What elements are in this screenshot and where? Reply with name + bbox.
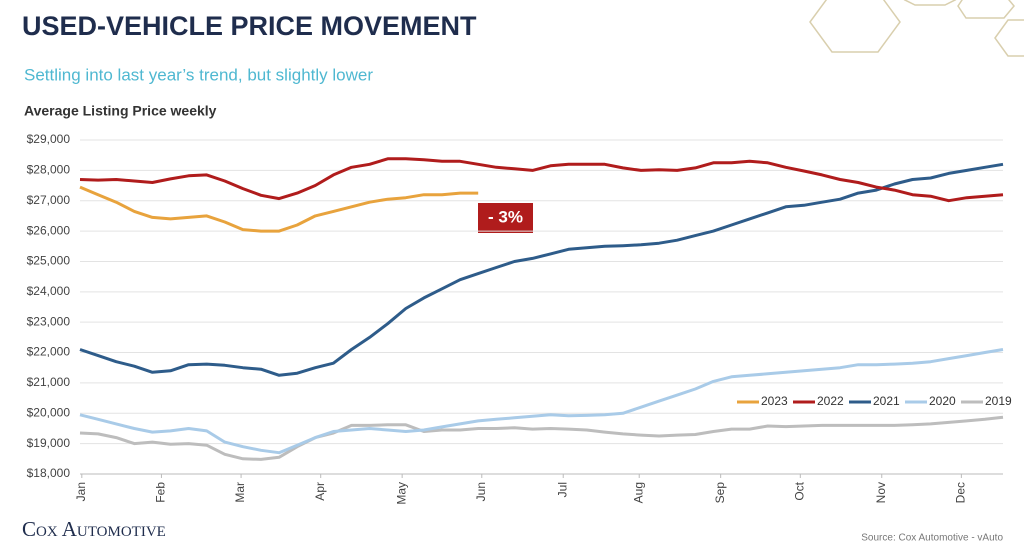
source: Source: Cox Automotive - vAuto <box>861 533 1003 544</box>
legend-label: 2020 <box>929 394 956 408</box>
logo: Cox Automotive <box>22 517 166 541</box>
y-tick-label: $19,000 <box>27 436 71 450</box>
annotation-box <box>478 203 533 233</box>
legend-label: 2023 <box>761 394 788 408</box>
y-tick-label: $27,000 <box>27 193 71 207</box>
x-tick-label: Oct <box>792 481 806 500</box>
y-tick-label: $29,000 <box>27 132 71 146</box>
x-tick-label: Jun <box>474 482 488 501</box>
x-tick-label: Jan <box>74 482 88 501</box>
series-line <box>79 157 1004 203</box>
series-line <box>79 162 1004 377</box>
title: USED-VEHICLE PRICE MOVEMENT <box>22 11 477 41</box>
y-tick-label: $18,000 <box>27 466 71 480</box>
series-line <box>79 348 1004 455</box>
y-tick-label: $22,000 <box>27 345 71 359</box>
x-tick-label: Apr <box>313 482 327 501</box>
x-tick-label: Nov <box>874 482 888 503</box>
y-tick-label: $21,000 <box>27 375 71 389</box>
series-line <box>79 415 1004 461</box>
x-tick-label: Feb <box>154 482 168 503</box>
x-tick-label: Jul <box>555 482 569 497</box>
x-tick-label: Mar <box>233 482 247 503</box>
x-tick-label: May <box>394 482 408 505</box>
y-tick-label: $26,000 <box>27 223 71 237</box>
x-tick-label: Dec <box>954 482 968 503</box>
y-tick-label: $20,000 <box>27 405 71 419</box>
y-tick-label: $28,000 <box>27 163 71 177</box>
y-tick-label: $25,000 <box>27 254 71 268</box>
subtitle: Settling into last year’s trend, but sli… <box>24 65 373 84</box>
legend-label: 2019 <box>985 394 1012 408</box>
decoration <box>809 0 1024 57</box>
y-tick-label: $24,000 <box>27 284 71 298</box>
x-tick-label: Aug <box>631 482 645 503</box>
y-tick-label: $23,000 <box>27 314 71 328</box>
series-line <box>79 185 479 233</box>
annotation: - 3% <box>488 207 523 226</box>
x-tick-label: Sep <box>713 482 727 504</box>
chart-label: Average Listing Price weekly <box>24 103 217 119</box>
legend-label: 2021 <box>873 394 900 408</box>
legend-label: 2022 <box>817 394 844 408</box>
